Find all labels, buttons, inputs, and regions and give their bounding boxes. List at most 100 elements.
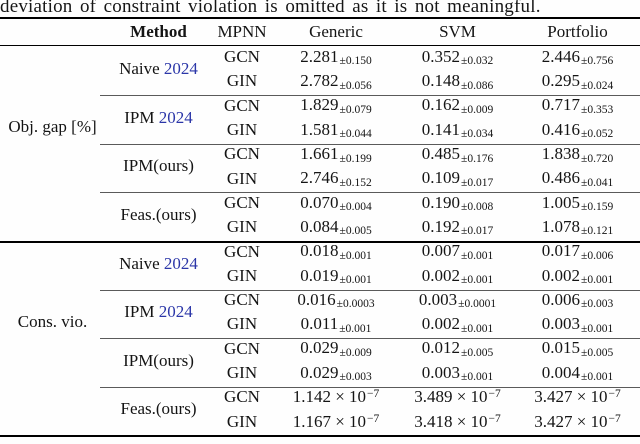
value-cell: 0.004±0.001 [515,361,640,385]
method-label: Naive [119,59,160,79]
mpnn-label: GCN [224,290,260,310]
value-main: 0.004 [541,362,581,382]
value-cell: 0.006±0.003 [515,288,640,312]
value-std: ±0.032 [461,55,494,68]
citation-link[interactable]: 2024 [163,59,198,79]
group-divider-rule [100,95,640,96]
value-cell: 0.012±0.005 [400,337,515,361]
value-std: ±0.003 [339,371,372,384]
value-main: 0.019 [300,265,339,285]
value-std: ±0.052 [581,128,614,141]
method-label: Naive [119,253,160,273]
value-std: ±0.001 [461,249,494,262]
method-cell: Feas.(ours) [105,191,212,240]
mpnn-label: GCN [224,192,260,212]
table-row: GIN 0.019±0.001 0.002±0.001 0.002±0.001 [0,264,640,288]
value-cell: 0.192±0.017 [400,215,515,239]
table-row: Feas.(ours) GCN 1.142 × 10−7 3.489 × 10−7 3.… [0,385,640,418]
value-main: 0.416 [541,119,581,139]
method-cell: IPM 2024 [105,288,212,337]
value-std: ±0.001 [461,274,494,287]
value-std: ±0.199 [339,152,372,165]
value-main: 2.746 [300,168,339,188]
value-std: ±0.056 [339,79,372,92]
mpnn-label: GIN [226,71,258,91]
value-main: 0.352 [421,46,461,66]
value-cell: 0.016±0.0003 [272,288,400,312]
citation-link[interactable]: 2024 [158,302,193,322]
citation-link[interactable]: 2024 [163,253,198,273]
value-cell: 3.427 × 10−7 [515,385,640,409]
table-row: GIN 1.581±0.044 0.141±0.034 0.416±0.052 [0,118,640,142]
value-main: 0.007 [421,241,461,261]
value-std: ±0.0003 [336,298,375,311]
value-std: ±0.009 [339,346,372,359]
value-exponent: −7 [367,388,380,401]
value-cell: 0.029±0.003 [272,361,400,385]
results-table: Method MPNN Generic SVM Portfolio Obj. g… [0,19,640,434]
value-cell: 1.078±0.121 [515,215,640,239]
value-std: ±0.001 [581,322,614,335]
value-std: ±0.001 [339,274,372,287]
value-std: ±0.017 [461,225,494,238]
mpnn-label: GIN [226,363,258,382]
value-main: 0.148 [421,71,461,91]
value-main: 0.162 [421,95,461,115]
value-cell: 1.142 × 10−7 [272,385,400,409]
value-main: 1.838 [541,144,581,164]
value-std: ±0.008 [461,201,494,214]
value-std: ±0.756 [581,55,614,68]
mpnn-label: GIN [226,314,258,334]
header-row: Method MPNN Generic SVM Portfolio [0,19,640,45]
value-std: ±0.001 [339,322,372,335]
value-cell: 2.446±0.756 [515,45,640,69]
value-std: ±0.001 [461,322,494,335]
table-row: Cons. vio. Naive 2024 GCN 0.018±0.001 0.007±… [0,239,640,330]
value-scientific: 1.167 × 10 [292,411,367,431]
method-label: Feas.(ours) [120,205,197,225]
value-main: 0.109 [421,168,461,188]
value-std: ±0.034 [461,128,494,141]
table-row: GIN 1.167 × 10−7 3.418 × 10−7 3.427 × 10−7 [0,409,640,433]
value-main: 2.446 [541,46,581,66]
value-scientific: 1.142 × 10 [292,387,367,407]
row-group-label: Obj. gap [%] [8,117,97,137]
value-main: 0.295 [541,71,581,91]
method-cell: IPM 2024 [105,94,212,143]
table-row: Feas.(ours) GCN 0.070±0.004 0.190±0.008 1.00… [0,191,640,224]
table-row: GIN 2.746±0.152 0.109±0.017 0.486±0.041 [0,166,640,190]
value-cell: 0.416±0.052 [515,118,640,142]
value-main: 1.829 [300,95,339,115]
citation-link[interactable]: 2024 [158,107,193,127]
mpnn-label: GIN [226,168,258,188]
group-divider-rule [100,387,640,388]
value-std: ±0.004 [339,201,372,214]
value-std: ±0.001 [339,249,372,262]
value-main: 0.002 [421,314,461,334]
group-divider-rule [100,192,640,193]
value-main: 0.486 [541,168,581,188]
value-cell: 0.084±0.005 [272,215,400,239]
value-std: ±0.079 [339,103,372,116]
value-main: 0.029 [300,338,339,358]
value-main: 0.011 [300,314,339,334]
value-std: ±0.121 [581,225,614,238]
value-main: 0.017 [541,241,581,261]
value-cell: 0.070±0.004 [272,191,400,215]
value-std: ±0.017 [461,176,494,189]
value-main: 0.003 [418,289,458,309]
method-cell: Feas.(ours) [105,385,212,434]
value-main: 0.016 [297,289,336,309]
header-rule [0,45,640,46]
table-row: IPM 2024 GCN 0.016±0.0003 0.003±0.0001 0.006… [0,288,640,321]
value-main: 0.012 [421,338,461,358]
value-cell: 3.489 × 10−7 [400,385,515,409]
value-main: 0.192 [421,216,461,236]
table-row: GIN 0.011±0.001 0.002±0.001 0.003±0.001 [0,312,640,336]
table-row: GIN 0.029±0.003 0.003±0.001 0.004±0.001 [0,361,640,385]
value-main: 2.281 [300,46,339,66]
value-main: 1.661 [300,144,339,164]
group-divider-rule [100,144,640,145]
mpnn-label: GIN [226,120,258,140]
